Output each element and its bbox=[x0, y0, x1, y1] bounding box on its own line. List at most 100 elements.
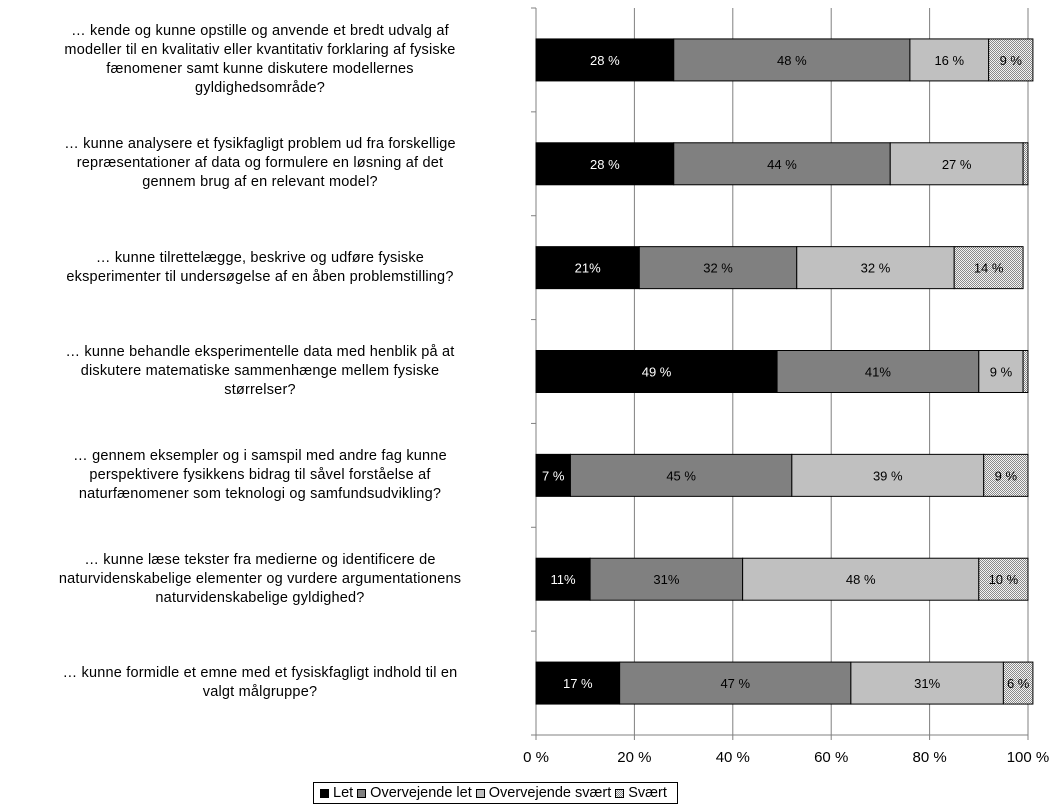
category-label: … kunne formidle et emne med et fysiskfa… bbox=[0, 664, 520, 702]
category-label: … kunne tilrettelægge, beskrive og udfør… bbox=[0, 249, 520, 287]
bar-segment bbox=[535, 557, 591, 601]
legend-swatch-overvejende-svaert bbox=[475, 788, 485, 798]
legend-label-overvejende-svaert: Overvejende svært bbox=[488, 785, 612, 801]
data-label: 39 % bbox=[873, 468, 903, 483]
data-labels: 28 % 48 % 16 % 9 % 28 % 44 % 27 % 21% 32 % 32 % 14… bbox=[542, 53, 1030, 691]
bar-segment bbox=[673, 142, 891, 186]
bar-segment bbox=[535, 142, 675, 186]
data-label: 17 % bbox=[563, 676, 593, 691]
data-label: 11% bbox=[551, 572, 576, 587]
category-label-line: … kunne læse tekster fra medierne og ide… bbox=[84, 551, 436, 568]
x-tick-label: 0 % bbox=[523, 749, 549, 766]
data-label: 31% bbox=[914, 676, 940, 691]
category-label-line: eksperimenter til undersøgelse af en åbe… bbox=[66, 268, 454, 285]
bar-segment bbox=[742, 557, 980, 601]
category-label-line: naturfænomener som teknologi og samfunds… bbox=[78, 485, 442, 502]
category-label-line: størrelser? bbox=[224, 382, 296, 398]
data-label: 47 % bbox=[720, 676, 750, 691]
data-label: 9 % bbox=[990, 365, 1013, 380]
data-label: 48 % bbox=[846, 572, 876, 587]
legend-label-svaert: Svært bbox=[628, 785, 667, 801]
legend-item-svaert: Svært bbox=[615, 785, 667, 801]
bar-segment bbox=[569, 453, 793, 497]
data-label: 21% bbox=[575, 261, 601, 276]
data-label: 14 % bbox=[974, 261, 1004, 276]
bar-segment bbox=[983, 453, 1029, 497]
category-label-line: gyldighedsområde? bbox=[195, 79, 325, 96]
bar-segment bbox=[776, 350, 980, 393]
x-tick-label: 100 % bbox=[1007, 749, 1050, 766]
bar-segment bbox=[953, 246, 1024, 290]
data-label: 41% bbox=[865, 365, 891, 380]
category-label-line: valgt målgruppe? bbox=[202, 684, 318, 701]
bar-segment bbox=[1022, 350, 1029, 393]
bar-segment bbox=[978, 350, 1024, 393]
data-label: 9 % bbox=[995, 468, 1018, 483]
data-label: 32 % bbox=[861, 261, 891, 276]
x-tick-labels: 0 % 20 % 40 % 60 % 80 % 100 % bbox=[523, 749, 1049, 766]
bar-segment bbox=[535, 453, 571, 497]
category-label: … kunne analysere et fysikfagligt proble… bbox=[0, 135, 520, 192]
data-label: 28 % bbox=[590, 53, 620, 68]
x-tick-label: 20 % bbox=[617, 749, 651, 766]
bar-segment bbox=[978, 557, 1029, 601]
data-label: 16 % bbox=[934, 53, 964, 68]
bar-segment bbox=[619, 661, 852, 705]
data-label: 49 % bbox=[642, 365, 672, 380]
legend: Let Overvejende let Overvejende svært Sv… bbox=[313, 782, 678, 804]
x-tick-label: 60 % bbox=[814, 749, 848, 766]
legend-swatch-svaert bbox=[615, 788, 625, 798]
legend-item-overvejende-svaert: Overvejende svært bbox=[475, 785, 612, 801]
category-label: … gennem eksempler og i samspil med andr… bbox=[0, 447, 520, 504]
data-label: 7 % bbox=[542, 468, 565, 483]
legend-swatch-let bbox=[320, 788, 329, 798]
legend-label-overvejende-let: Overvejende let bbox=[370, 785, 472, 801]
category-label: … kende og kunne opstille og anvende et … bbox=[0, 22, 520, 98]
category-label-line: perspektivere fysikkens bidrag til såvel… bbox=[89, 466, 431, 483]
data-label: 31% bbox=[653, 572, 679, 587]
bar-segment bbox=[850, 661, 1004, 705]
data-label: 28 % bbox=[590, 157, 620, 172]
category-label-line: modeller til en kvalitativ eller kvantit… bbox=[64, 41, 456, 58]
data-label: 44 % bbox=[767, 157, 797, 172]
category-label-line: diskutere matematiske sammenhænge mellem… bbox=[80, 363, 440, 379]
category-label-line: … gennem eksempler og i samspil med andr… bbox=[73, 447, 447, 464]
bar-segment bbox=[535, 246, 640, 290]
bar-segment bbox=[1022, 142, 1029, 186]
data-label: 6 % bbox=[1007, 676, 1030, 691]
bar-segment bbox=[909, 38, 990, 82]
bar-segment bbox=[791, 453, 985, 497]
data-label: 45 % bbox=[666, 468, 696, 483]
legend-swatch-overvejende-let bbox=[357, 788, 367, 798]
data-label: 27 % bbox=[942, 157, 972, 172]
data-label: 32 % bbox=[703, 261, 733, 276]
bar-segment bbox=[589, 557, 744, 601]
bar-segment bbox=[1002, 661, 1034, 705]
bar-segment bbox=[796, 246, 955, 290]
category-label-line: … kunne formidle et emne med et fysiskfa… bbox=[62, 665, 458, 682]
legend-item-overvejende-let: Overvejende let bbox=[357, 785, 472, 801]
x-tick-label: 80 % bbox=[912, 749, 946, 766]
category-label-line: naturvidenskabelige elementer og vurdere… bbox=[58, 570, 462, 587]
data-label: 10 % bbox=[989, 572, 1019, 587]
data-label: 48 % bbox=[777, 53, 807, 68]
category-label-line: … kunne behandle eksperimentelle data me… bbox=[65, 344, 455, 360]
legend-label-let: Let bbox=[333, 785, 354, 801]
category-label-line: … kende og kunne opstille og anvende et … bbox=[71, 22, 449, 39]
category-label-line: fænomener samt kunne diskutere modellern… bbox=[106, 60, 414, 77]
data-label: 9 % bbox=[1000, 53, 1023, 68]
bar-segment bbox=[535, 350, 778, 393]
category-label-line: … kunne analysere et fysikfagligt proble… bbox=[64, 136, 456, 153]
category-label-line: gennem brug af en relevant model? bbox=[142, 174, 378, 191]
bars bbox=[535, 38, 1034, 705]
category-label-line: repræsentationer af data og formulere en… bbox=[76, 155, 444, 172]
bar-segment bbox=[988, 38, 1034, 82]
category-label: … kunne behandle eksperimentelle data me… bbox=[0, 343, 520, 400]
category-label-line: naturvidenskabelige gyldighed? bbox=[155, 589, 365, 606]
category-label-line: … kunne tilrettelægge, beskrive og udfør… bbox=[95, 249, 425, 266]
x-tick-label: 40 % bbox=[716, 749, 750, 766]
category-label: … kunne læse tekster fra medierne og ide… bbox=[0, 551, 520, 608]
bar-segment bbox=[638, 246, 798, 290]
legend-item-let: Let bbox=[320, 785, 353, 801]
